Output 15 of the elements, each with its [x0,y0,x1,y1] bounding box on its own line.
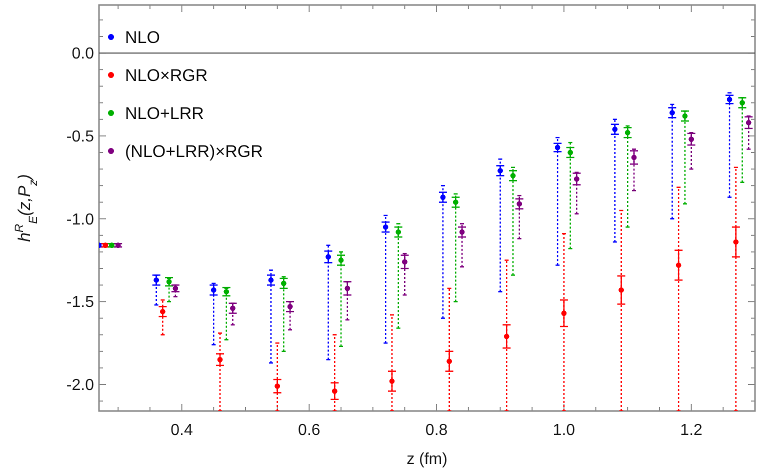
x-tick-label: 1.2 [680,422,703,439]
y-tick-label: -2.0 [66,377,94,394]
legend-label: NLO×RGR [125,66,208,85]
y-tick-label: -1.5 [66,294,94,312]
x-tick-label: 0.4 [170,422,194,439]
legend-label: (NLO+LRR)×RGR [125,142,263,161]
y-tick-label: -0.5 [66,128,94,146]
x-tick-label: 0.8 [425,422,448,439]
legend-label: NLO+LRR [125,104,204,123]
x-tick-label: 1.0 [552,422,576,439]
y-tick-label: -1.0 [66,211,94,228]
legend-label: NLO [125,28,160,47]
x-axis-title: z (fm) [406,451,448,468]
y-tick-label: 0.0 [72,46,94,63]
x-tick-label: 0.6 [298,422,320,439]
